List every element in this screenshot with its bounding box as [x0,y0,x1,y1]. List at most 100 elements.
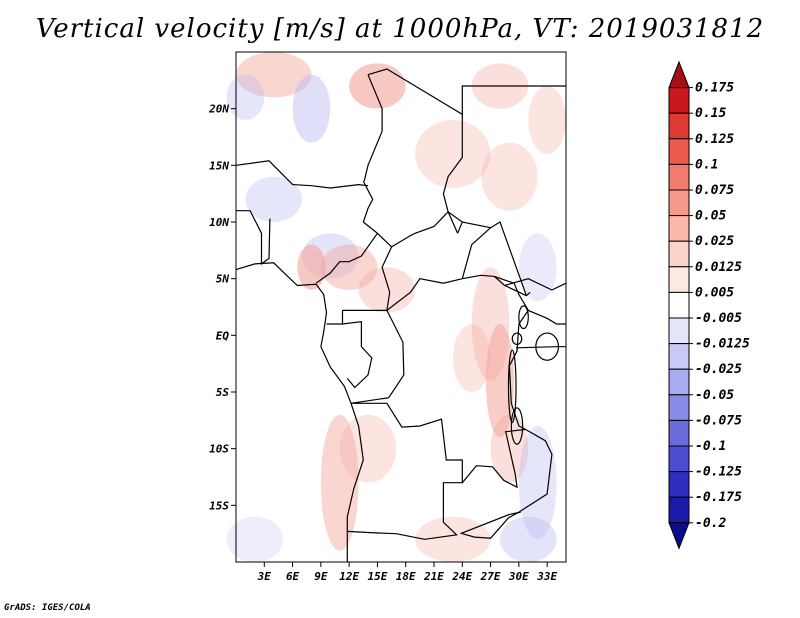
colorbar-box [668,343,690,370]
colorbar-label: -0.005 [695,311,742,326]
field-blob [297,244,326,290]
colorbar-box [668,163,690,191]
colorbar-labels: 0.175 0.15 0.125 0.1 0.075 0.05 0.025 0.0125 0.0… [689,81,750,531]
lat-tick-label: 5N [216,273,230,286]
border-line [528,309,566,325]
border-line [342,321,373,389]
colorbar-label: 0.1 [695,157,718,172]
lat-tick-label: EQ [216,329,230,342]
lon-tick-label: 9E [314,570,328,583]
colorbar-label: 0.075 [695,183,734,198]
colorbar-top-arrow [668,60,690,89]
colorbar-label: -0.0125 [695,337,750,352]
field-blob [236,52,312,98]
colorbar-box [668,445,690,473]
colorbar-label: 0.15 [695,106,726,121]
colorbar-label: 0.175 [695,81,734,96]
field-blob [292,74,331,143]
colorbar-label: -0.2 [695,516,726,531]
border-line [461,428,526,489]
colorbar-label: -0.1 [695,439,726,454]
border-line [515,346,566,349]
lon-tick-label: 6E [286,570,300,583]
lon-tick-label: 24E [451,570,472,583]
field-blob [320,244,378,290]
lat-tick-label: 15S [209,499,229,512]
field-blob [500,516,557,562]
lake-outline [510,407,524,445]
lat-tick-label: 5S [216,386,230,399]
colorbar-label: -0.05 [695,388,734,403]
colorbar-bottom-arrow [668,522,690,550]
border-line [504,278,567,291]
colorbar-box [668,419,690,447]
field-blob [518,233,557,302]
border-line [381,246,393,311]
border-line [367,68,463,234]
colorbar-label: -0.125 [695,465,742,480]
axis-ticks-layer: 3E 6E 9E 12E 15E 18E 21E 24E 27E 30E 33E 20N 15N 10N 5… [208,103,557,583]
lake-outline [507,349,517,424]
field-blob [320,414,359,551]
field-blob [452,324,491,392]
lon-tick-label: 33E [536,570,557,583]
colorbar-box [668,112,690,140]
border-line [236,210,271,266]
border-line [376,211,449,248]
lon-tick-label: 15E [367,570,387,583]
colorbar-box [668,215,690,242]
field-blob [226,516,284,562]
border-line [363,74,383,182]
border-line [460,511,521,535]
colorbar-box [668,138,690,165]
border-line [447,211,463,223]
field-blob [415,516,491,562]
lon-tick-label: 12E [339,570,359,583]
colorbar-label: -0.175 [695,490,742,505]
border-line [386,274,531,311]
lat-tick-label: 10S [209,443,229,456]
lon-tick-label: 30E [508,570,529,583]
colorbar-box [668,394,690,421]
map-frame [235,51,567,563]
colorbar-label: 0.0125 [695,260,742,275]
colorbar-box [668,87,690,114]
border-line [347,310,463,540]
lake-outline [511,332,523,346]
colorbar-label: 0.025 [695,234,734,249]
footer-credit: GrADS: IGES/COLA [4,603,91,613]
lon-tick-label: 18E [396,570,416,583]
colorbar-box [668,471,690,498]
chart-title: Vertical velocity [m/s] at 1000hPa, VT: … [35,14,765,44]
field-blob [485,324,515,438]
lon-tick-label: 3E [257,570,272,583]
border-line [235,262,364,562]
field-blob [481,142,538,211]
field-blob [358,267,416,313]
colorbar-box [668,189,690,217]
field-blob [339,414,397,483]
colorbar-box [668,291,690,319]
colorbar-box [668,317,690,345]
lon-tick-label: 21E [423,570,444,583]
lat-tick-label: 10N [209,216,229,229]
field-blob [349,63,406,109]
border-line [315,180,379,284]
lat-tick-label: 20N [208,103,229,116]
colorbar-label: 0.125 [695,132,734,147]
colorbar-box [668,240,690,268]
lake-outline [535,332,560,361]
lon-tick-label: 27E [480,570,501,583]
velocity-field-layer [226,52,567,562]
field-blob [245,176,302,222]
lake-outline [518,305,529,330]
colorbar-box [668,368,690,396]
colorbar-box [668,266,690,293]
field-blob [415,120,491,188]
field-blob [528,86,567,154]
colorbar-label: 0.05 [695,209,726,224]
border-line [235,160,369,189]
colorbar-label: 0.005 [695,285,734,300]
